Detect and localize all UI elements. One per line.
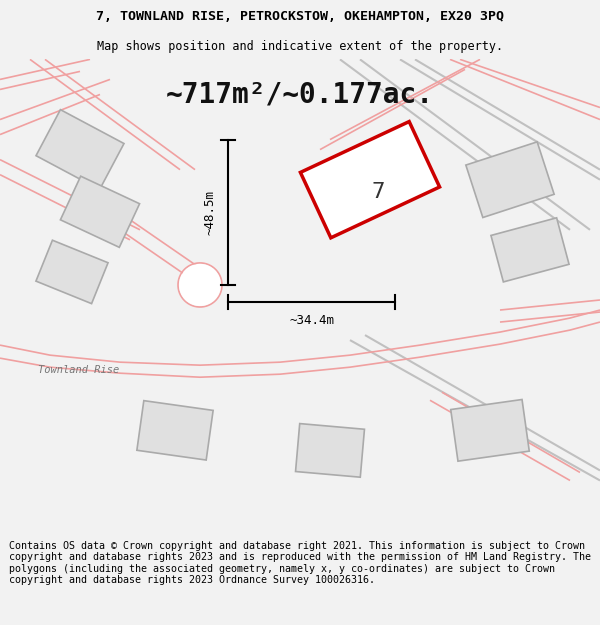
Text: 7: 7	[371, 182, 385, 202]
Polygon shape	[36, 109, 124, 189]
Polygon shape	[466, 142, 554, 218]
Polygon shape	[491, 217, 569, 282]
Text: ~34.4m: ~34.4m	[289, 314, 334, 326]
Polygon shape	[451, 399, 529, 461]
Polygon shape	[61, 176, 140, 248]
Polygon shape	[137, 401, 213, 460]
Text: ~48.5m: ~48.5m	[203, 190, 217, 235]
Circle shape	[179, 264, 221, 306]
Text: ~717m²/~0.177ac.: ~717m²/~0.177ac.	[166, 81, 434, 109]
Polygon shape	[296, 424, 364, 478]
Polygon shape	[36, 240, 108, 304]
Text: Townland Rise: Townland Rise	[38, 365, 119, 375]
Text: Map shows position and indicative extent of the property.: Map shows position and indicative extent…	[97, 40, 503, 52]
Text: 7, TOWNLAND RISE, PETROCKSTOW, OKEHAMPTON, EX20 3PQ: 7, TOWNLAND RISE, PETROCKSTOW, OKEHAMPTO…	[96, 10, 504, 23]
Polygon shape	[301, 121, 440, 238]
Text: Contains OS data © Crown copyright and database right 2021. This information is : Contains OS data © Crown copyright and d…	[9, 541, 591, 586]
